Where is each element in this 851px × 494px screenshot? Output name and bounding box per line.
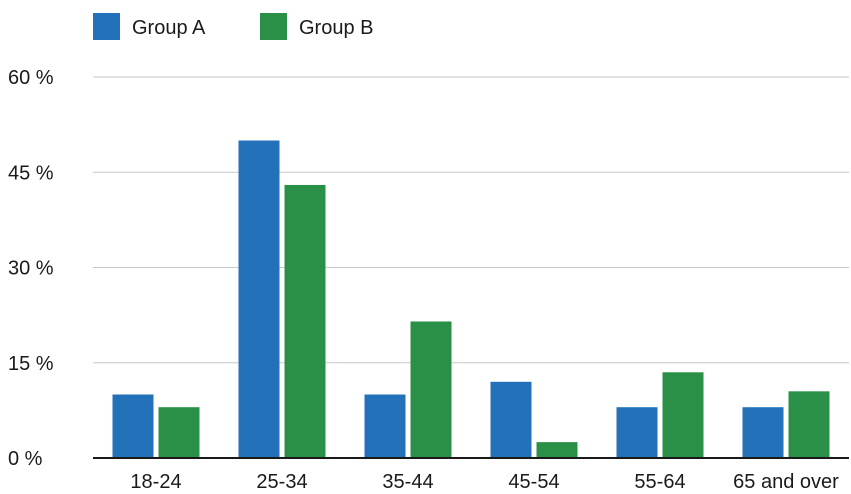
y-tick-label: 15 %	[8, 353, 54, 375]
gridlines	[93, 76, 849, 364]
y-tick-label: 60 %	[8, 67, 54, 89]
x-category-label: 65 and over	[733, 471, 839, 493]
x-category-label: 55-64	[634, 471, 685, 493]
y-tick-label: 30 %	[8, 258, 54, 280]
y-axis-tick-labels: 0 % 15 % 30 % 45 % 60 %	[8, 67, 54, 470]
bar-group-a-18-24	[112, 394, 154, 458]
bar-group-b-65-and-over	[788, 391, 830, 458]
bars	[112, 140, 830, 458]
legend-swatch-group-a	[93, 13, 120, 40]
y-tick-label: 45 %	[8, 162, 54, 184]
legend-label-group-b: Group B	[299, 17, 373, 39]
bar-group-b-18-24	[158, 407, 200, 458]
bar-group-a-65-and-over	[742, 407, 784, 458]
x-category-label: 25-34	[256, 471, 307, 493]
legend-swatch-group-b	[260, 13, 287, 40]
bar-group-b-55-64	[662, 372, 704, 458]
bar-group-b-25-34	[284, 184, 326, 458]
bar-group-a-55-64	[616, 407, 658, 458]
bar-group-b-45-54	[536, 442, 578, 458]
bar-group-a-35-44	[364, 394, 406, 458]
bar-group-b-35-44	[410, 321, 452, 458]
bar-group-a-25-34	[238, 140, 280, 458]
y-tick-label: 0 %	[8, 448, 43, 470]
x-category-label: 35-44	[382, 471, 433, 493]
x-axis-category-labels: 18-24 25-34 35-44 45-54 55-64 65 and over	[130, 471, 839, 493]
legend-label-group-a: Group A	[132, 17, 206, 39]
x-category-label: 45-54	[508, 471, 559, 493]
bar-group-a-45-54	[490, 381, 532, 458]
x-category-label: 18-24	[130, 471, 181, 493]
legend: Group A Group B	[93, 13, 373, 40]
